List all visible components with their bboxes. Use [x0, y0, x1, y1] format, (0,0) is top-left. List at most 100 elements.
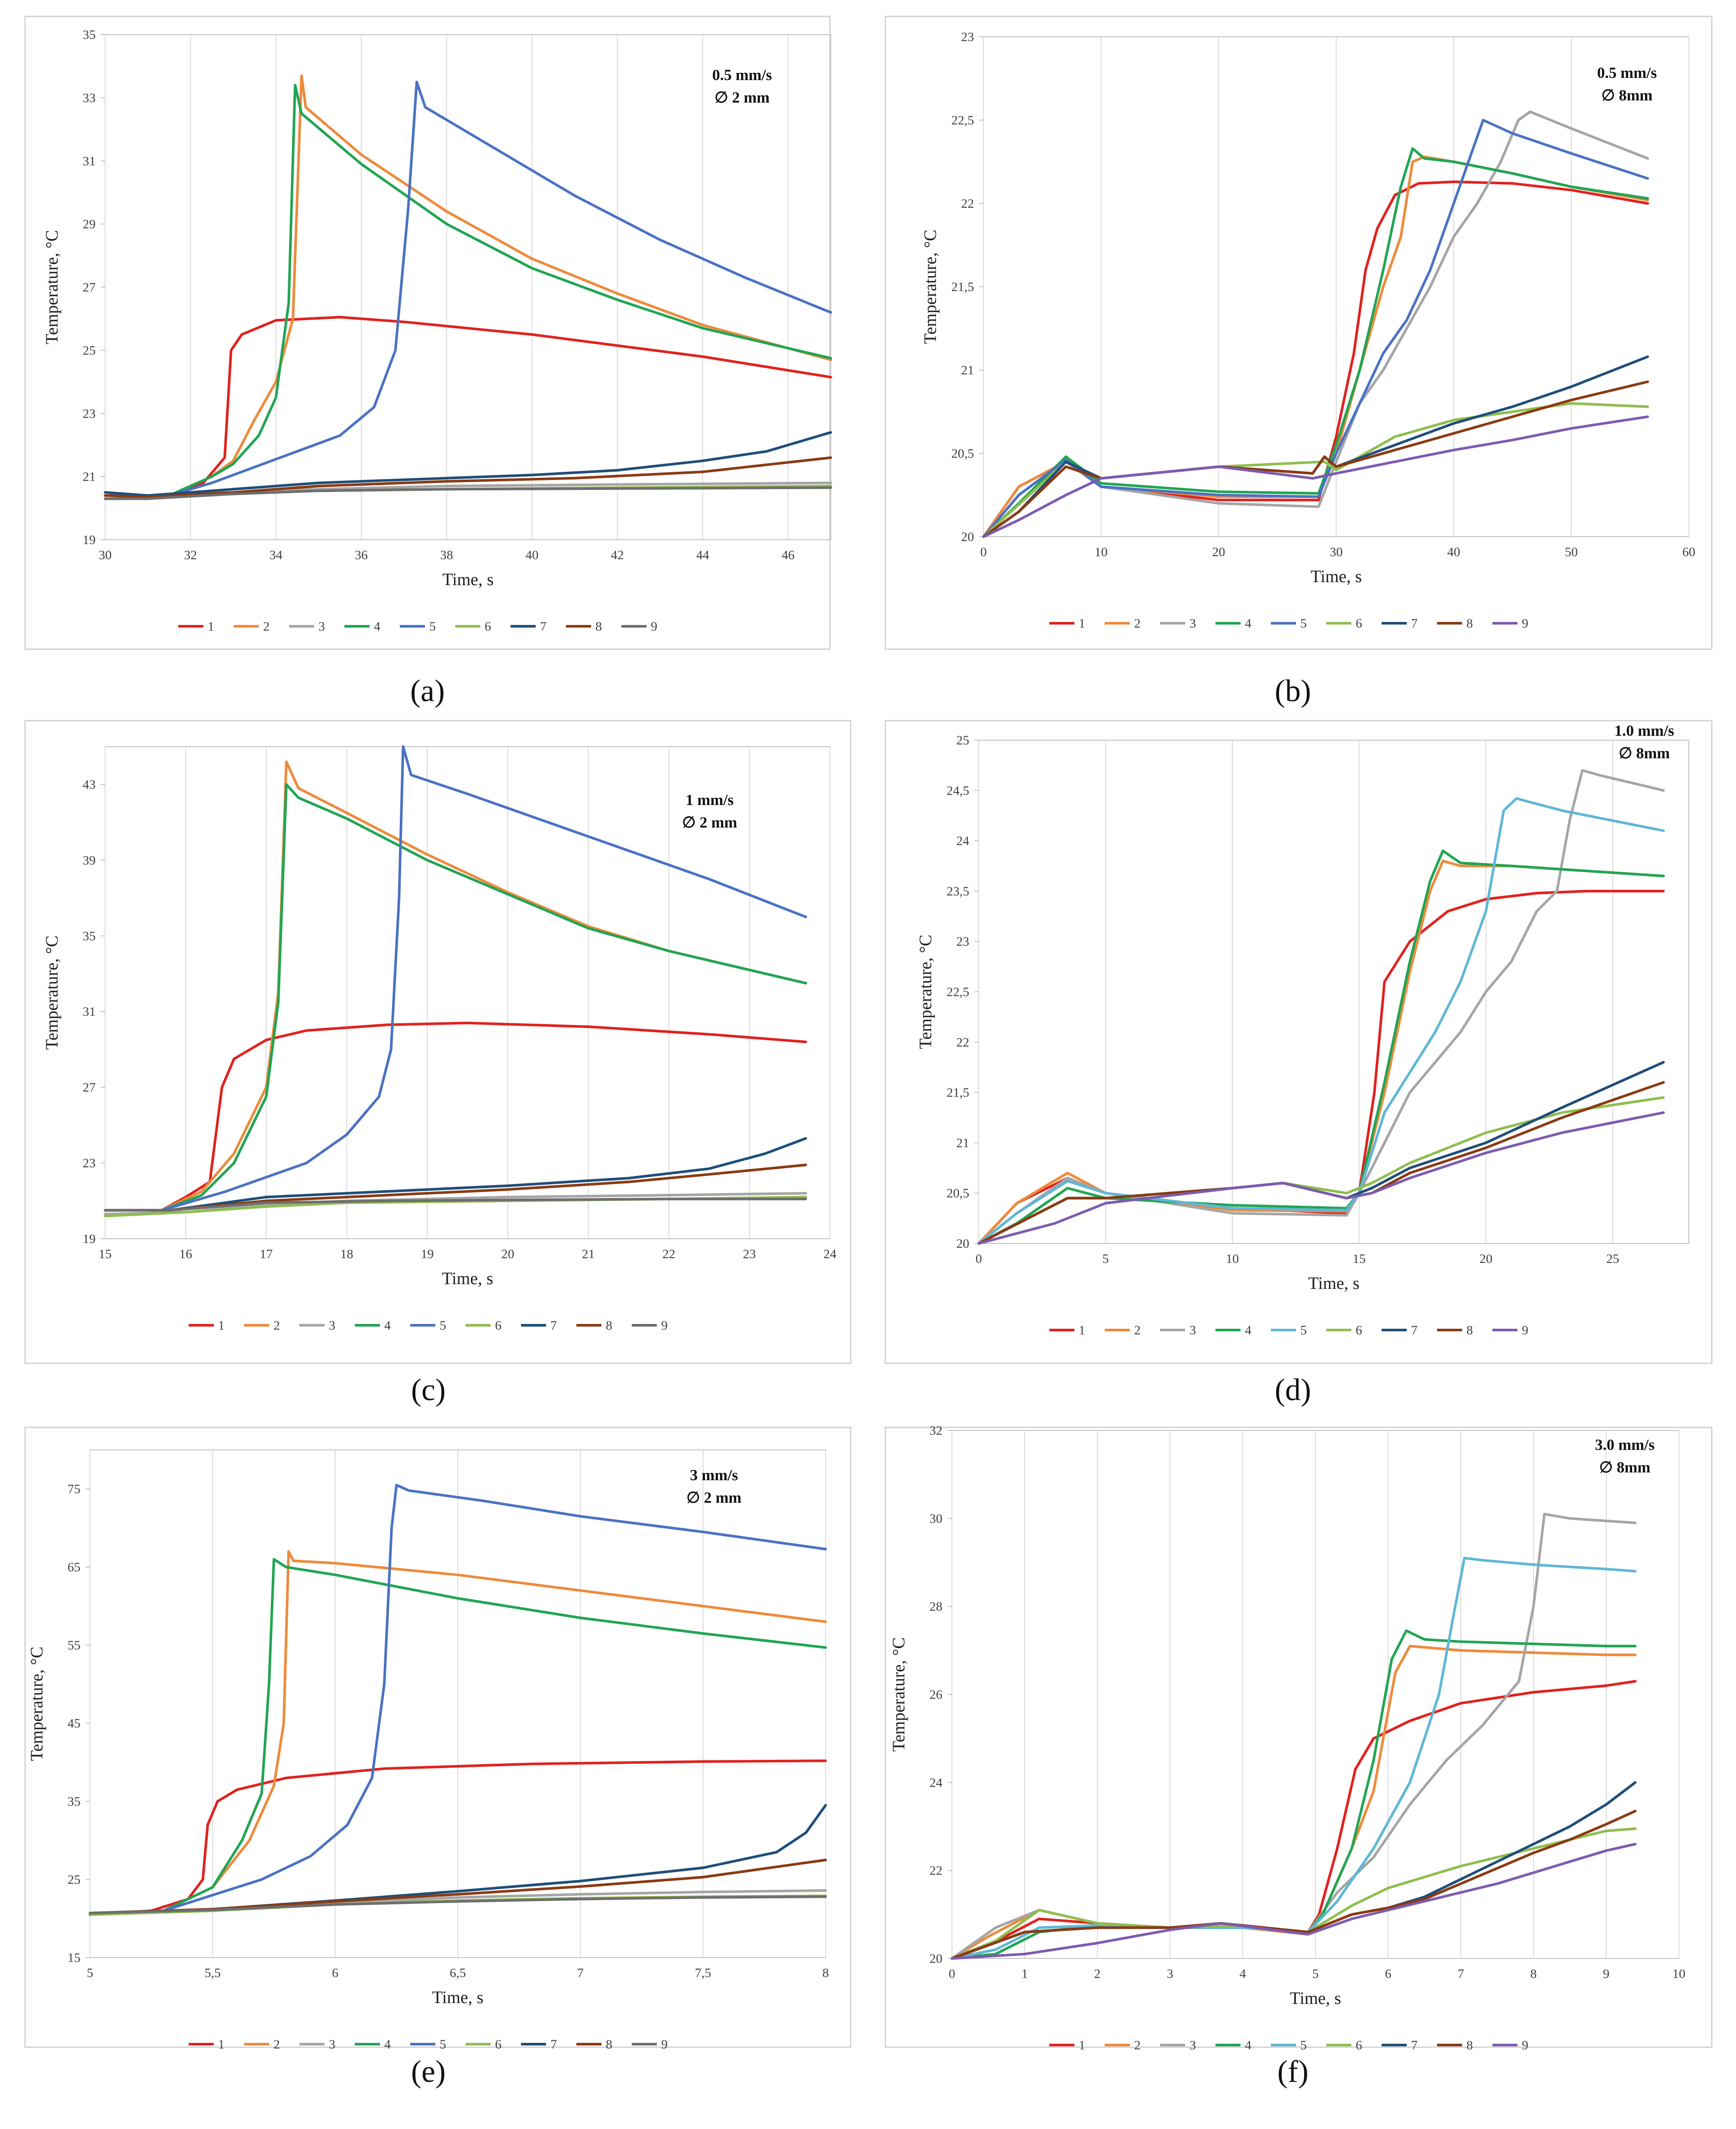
y-tick-label: 24 — [956, 834, 969, 848]
series-line-5 — [104, 745, 807, 1212]
chart-frame — [884, 720, 1713, 1364]
x-axis-label: Time, s — [442, 1269, 493, 1288]
x-tick-label: 4 — [1240, 1967, 1246, 1981]
y-tick-label: 23,5 — [947, 884, 970, 899]
legend-label-9: 9 — [661, 2037, 668, 2052]
legend-label-5: 5 — [1300, 1323, 1307, 1337]
series-line-5 — [104, 81, 832, 497]
legend-label-9: 9 — [651, 619, 657, 634]
y-tick-label: 28 — [929, 1600, 942, 1614]
y-tick-label: 22 — [961, 196, 974, 211]
x-tick-label: 6 — [332, 1966, 338, 1980]
x-tick-label: 0 — [981, 545, 987, 559]
y-tick-label: 21 — [961, 363, 974, 377]
x-tick-label: 42 — [611, 548, 624, 562]
x-axis-label: Time, s — [432, 1987, 484, 2007]
series-line-8 — [104, 456, 832, 499]
annotation-line: ∅ 8mm — [1599, 1459, 1650, 1476]
series-line-5 — [89, 1484, 827, 1916]
series-line-7 — [104, 431, 832, 497]
y-tick-label: 26 — [929, 1688, 942, 1702]
y-tick-label: 21 — [83, 470, 96, 484]
annotation-line: 0.5 mm/s — [1597, 64, 1657, 81]
legend-label-7: 7 — [1411, 1323, 1418, 1337]
y-tick-label: 30 — [929, 1511, 942, 1526]
x-tick-label: 7 — [1458, 1967, 1464, 1981]
x-axis-label: Time, s — [1308, 1273, 1360, 1293]
legend-label-1: 1 — [218, 2037, 225, 2052]
y-tick-label: 22 — [956, 1035, 969, 1050]
panel-label: (a) — [410, 673, 445, 708]
legend-label-6: 6 — [1356, 616, 1362, 631]
x-axis-label: Time, s — [1290, 1988, 1341, 2008]
legend-label-8: 8 — [606, 1318, 612, 1333]
legend-label-2: 2 — [273, 2037, 280, 2052]
x-tick-label: 8 — [1530, 1967, 1537, 1981]
legend-label-8: 8 — [595, 619, 602, 634]
chart-frame — [884, 16, 1713, 650]
legend-label-1: 1 — [1079, 2038, 1085, 2052]
y-axis-label: Temperature, °C — [42, 935, 61, 1050]
series-line-2 — [104, 760, 807, 1212]
series-line-1 — [951, 1680, 1637, 1960]
x-tick-label: 6,5 — [450, 1966, 466, 1980]
series-line-8 — [951, 1810, 1637, 1960]
x-tick-label: 5 — [1103, 1252, 1109, 1266]
x-tick-label: 30 — [99, 548, 112, 562]
y-tick-label: 20 — [929, 1952, 942, 1966]
x-tick-label: 50 — [1565, 545, 1578, 559]
legend-label-9: 9 — [661, 1318, 668, 1333]
y-tick-label: 27 — [83, 1080, 96, 1095]
y-tick-label: 45 — [68, 1717, 80, 1731]
x-tick-label: 7 — [577, 1966, 584, 1980]
chart-frame — [24, 16, 831, 650]
x-tick-label: 15 — [1353, 1252, 1366, 1266]
x-tick-label: 34 — [270, 548, 283, 562]
panel-label: (f) — [1277, 2054, 1308, 2089]
panel-label: (b) — [1275, 673, 1311, 708]
y-tick-label: 23 — [83, 1156, 96, 1170]
y-axis-label: Temperature, °C — [889, 1637, 908, 1752]
legend-label-7: 7 — [1411, 616, 1418, 631]
y-tick-label: 27 — [83, 280, 96, 295]
y-tick-label: 24,5 — [947, 783, 970, 798]
legend-label-2: 2 — [1134, 1323, 1141, 1337]
x-tick-label: 46 — [781, 548, 794, 562]
annotation-line: ∅ 2 mm — [682, 814, 737, 831]
y-tick-label: 20,5 — [952, 447, 974, 461]
y-tick-label: 65 — [68, 1560, 80, 1575]
x-tick-label: 40 — [1447, 545, 1460, 559]
y-tick-label: 25 — [956, 733, 969, 747]
y-tick-label: 21,5 — [952, 280, 974, 294]
legend-label-1: 1 — [1079, 1323, 1085, 1337]
legend-label-7: 7 — [550, 2037, 557, 2052]
legend-label-6: 6 — [485, 619, 491, 634]
legend-label-4: 4 — [1245, 1323, 1251, 1337]
legend-label-9: 9 — [1522, 616, 1528, 631]
y-tick-label: 75 — [68, 1482, 80, 1496]
x-tick-label: 15 — [99, 1247, 112, 1261]
x-tick-label: 5 — [87, 1966, 93, 1980]
y-tick-label: 23 — [956, 934, 969, 949]
annotation-line: ∅ 8mm — [1619, 744, 1670, 762]
legend-label-8: 8 — [606, 2037, 612, 2052]
legend-label-3: 3 — [318, 619, 325, 634]
y-tick-label: 24 — [929, 1775, 942, 1790]
x-axis-label: Time, s — [442, 570, 494, 589]
y-tick-label: 19 — [83, 1232, 96, 1246]
x-tick-label: 36 — [355, 548, 368, 562]
chart-frame — [24, 720, 852, 1364]
panel-label: (c) — [411, 1372, 446, 1407]
y-tick-label: 23 — [961, 30, 974, 44]
legend-label-4: 4 — [374, 619, 380, 634]
x-tick-label: 16 — [179, 1247, 192, 1261]
y-tick-label: 43 — [83, 777, 96, 792]
legend-label-8: 8 — [1466, 616, 1473, 631]
x-tick-label: 5 — [1312, 1967, 1319, 1981]
x-tick-label: 2 — [1094, 1967, 1101, 1981]
y-tick-label: 21,5 — [947, 1085, 970, 1100]
y-axis-label: Temperature, °C — [42, 230, 61, 344]
